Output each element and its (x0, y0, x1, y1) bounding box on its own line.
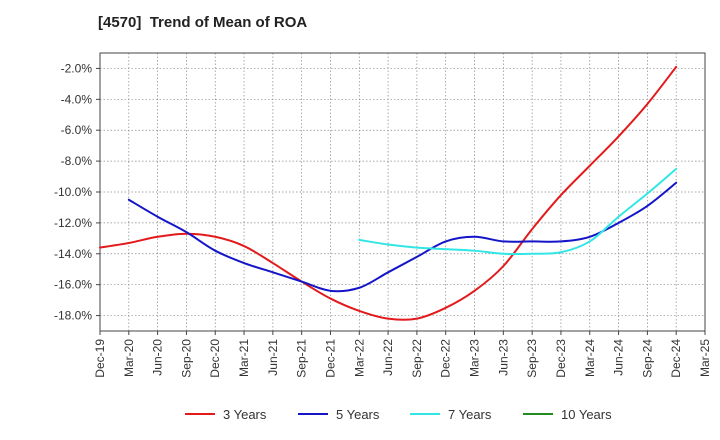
x-tick-label: Dec-24 (669, 339, 683, 378)
x-tick-label: Sep-22 (410, 339, 424, 378)
series-line-2 (358, 167, 678, 256)
x-tick-label: Jun-21 (266, 339, 280, 376)
x-tick-label: Sep-24 (640, 339, 654, 378)
series-line-1 (127, 181, 678, 293)
x-tick-label: Dec-19 (93, 339, 107, 378)
x-tick-label: Mar-21 (237, 339, 251, 377)
y-tick-label: -10.0% (54, 185, 92, 199)
x-tick-label: Dec-22 (439, 339, 453, 378)
plot-frame (99, 52, 706, 332)
legend-label: 10 Years (561, 407, 612, 422)
grid-lines (100, 53, 705, 331)
x-tick-label: Mar-22 (352, 339, 366, 377)
y-tick-label: -14.0% (54, 247, 92, 261)
legend: 3 Years 5 Years 7 Years 10 Years (185, 407, 612, 422)
x-tick-label: Sep-21 (295, 339, 309, 378)
x-tick-label: Mar-20 (122, 339, 136, 377)
x-tick-label: Mar-23 (468, 339, 482, 377)
legend-label: 7 Years (448, 407, 492, 422)
series-line-0 (99, 65, 678, 321)
x-tick-label: Mar-24 (583, 339, 597, 377)
axes: Dec-19 Mar-20 Jun-20 Sep-20 Dec-20 Mar-21 Jun-… (54, 52, 712, 378)
chart-title: [4570] Trend of Mean of ROA (98, 14, 308, 31)
x-tick-label: Dec-23 (554, 339, 568, 378)
series-lines (99, 65, 678, 321)
x-tick-label: Sep-23 (525, 339, 539, 378)
x-tick-label: Jun-24 (612, 339, 626, 376)
y-tick-label: -8.0% (61, 154, 93, 168)
y-tick-label: -4.0% (61, 92, 93, 106)
y-tick-label: -6.0% (61, 123, 93, 137)
x-tick-label: Dec-20 (208, 339, 222, 378)
y-tick-label: -16.0% (54, 278, 92, 292)
x-tick-label: Sep-20 (179, 339, 193, 378)
x-tick-label: Jun-22 (381, 339, 395, 376)
y-tick-label: -18.0% (54, 309, 92, 323)
x-tick-label: Mar-25 (698, 339, 712, 377)
x-tick-label: Dec-21 (323, 339, 337, 378)
y-tick-label: -12.0% (54, 216, 92, 230)
x-tick-label: Jun-23 (496, 339, 510, 376)
y-tick-label: -2.0% (61, 61, 93, 75)
legend-label: 3 Years (223, 407, 267, 422)
x-tick-label: Jun-20 (151, 339, 165, 376)
legend-label: 5 Years (336, 407, 380, 422)
